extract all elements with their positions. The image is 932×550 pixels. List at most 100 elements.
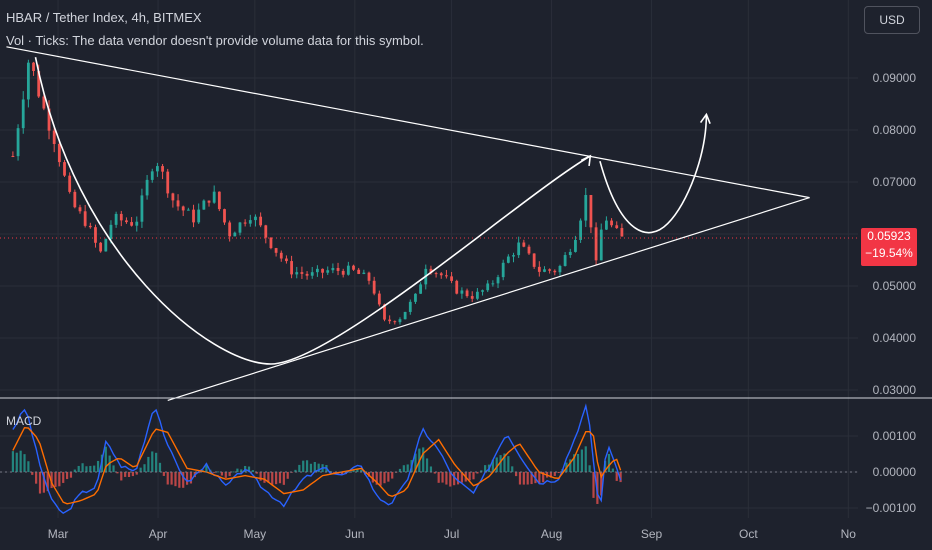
macd-histogram-bar: [224, 472, 227, 478]
macd-histogram-bar: [476, 472, 479, 474]
candle-body: [383, 304, 386, 320]
macd-histogram-bar: [425, 458, 429, 472]
candle-body: [73, 191, 77, 208]
macd-histogram-bar: [42, 472, 45, 493]
macd-histogram-bar: [507, 456, 510, 472]
candle-body: [475, 291, 479, 299]
macd-histogram-bar: [27, 461, 30, 472]
macd-histogram-bar: [185, 472, 189, 485]
macd-histogram-bar: [96, 460, 100, 472]
macd-histogram-bar: [298, 464, 301, 472]
candle-body: [491, 283, 495, 285]
candle-body: [568, 251, 572, 256]
candle-body: [269, 237, 273, 249]
candle-body: [192, 209, 195, 223]
last-price-value: 0.05923: [867, 229, 911, 243]
macd-histogram-bar: [371, 472, 374, 483]
macd-histogram-bar: [569, 459, 572, 472]
candle-body: [599, 229, 603, 261]
price-tick-label: 0.09000: [873, 71, 917, 85]
macd-histogram-bar: [472, 472, 475, 480]
macd-histogram-bar: [383, 472, 386, 484]
candle-body: [109, 224, 113, 239]
candle-body: [594, 227, 598, 261]
macd-histogram-bar: [58, 472, 61, 487]
candle-body: [243, 222, 247, 224]
candle-body: [506, 256, 510, 263]
macd-histogram-bar: [538, 472, 541, 484]
candle-body: [527, 246, 531, 254]
macd-histogram-bar: [286, 472, 289, 479]
macd-histogram-bar: [232, 471, 235, 473]
macd-histogram-bar: [580, 449, 583, 472]
candle-body: [233, 232, 237, 237]
macd-tick-label: 0.00000: [873, 465, 917, 479]
macd-histogram-bar: [588, 465, 591, 472]
macd-histogram-bar: [73, 469, 76, 472]
candle-body: [310, 272, 314, 276]
macd-histogram-bar: [220, 472, 224, 476]
macd-histogram-bar: [414, 453, 417, 472]
macd-histogram-bar: [11, 451, 15, 472]
candle-body: [496, 277, 500, 284]
candle-body: [512, 255, 515, 257]
macd-histogram-bar: [104, 446, 107, 472]
macd-histogram-bar: [402, 465, 405, 472]
price-tick-label: 0.04000: [873, 331, 917, 345]
macd-histogram-bar: [592, 472, 595, 498]
candle-body: [130, 222, 134, 226]
candle-body: [589, 194, 593, 228]
price-tick-label: 0.05000: [873, 279, 917, 293]
candle-body: [563, 255, 567, 266]
candle-body: [181, 206, 185, 211]
candle-body: [145, 179, 149, 196]
candle-body: [212, 191, 216, 203]
x-tick-label: May: [243, 527, 266, 541]
macd-histogram-bar: [278, 472, 282, 484]
x-tick-label: Apr: [149, 527, 168, 541]
macd-histogram-bar: [77, 465, 80, 472]
candle-body: [259, 216, 263, 226]
candle-body: [238, 222, 242, 233]
candle-body: [450, 276, 453, 281]
candle-body: [465, 290, 469, 297]
candle-body: [579, 220, 583, 240]
candle-body: [57, 143, 61, 163]
x-tick-label: Aug: [541, 527, 562, 541]
macd-histogram-bar: [429, 466, 433, 472]
candle-body: [63, 162, 66, 176]
macd-histogram-bar: [124, 472, 127, 477]
macd-histogram-bar: [147, 456, 150, 472]
candle-body: [161, 166, 164, 172]
x-tick-label: Oct: [739, 527, 758, 541]
macd-histogram-bar: [557, 472, 560, 474]
macd-histogram-bar: [236, 468, 239, 472]
arrowhead: [699, 112, 711, 124]
currency-button[interactable]: USD: [864, 6, 920, 34]
signal-line: [12, 426, 622, 505]
candle-body: [94, 227, 97, 243]
macd-histogram-bar: [228, 472, 231, 476]
macd-histogram-bar: [89, 465, 92, 472]
macd-histogram-bar: [38, 472, 42, 494]
macd-histogram-bar: [333, 472, 336, 473]
candle-body: [114, 213, 118, 225]
candle-body: [331, 267, 335, 271]
candle-body: [264, 225, 268, 238]
candle-body: [336, 267, 340, 271]
projection-curve: [599, 114, 708, 234]
macd-histogram-bar: [282, 472, 285, 485]
macd-histogram-bar: [143, 464, 146, 472]
candle-body: [16, 128, 20, 157]
candle-body: [548, 269, 552, 271]
macd-indicator-label: MACD: [6, 414, 42, 428]
macd-histogram-bar: [542, 472, 545, 483]
macd-histogram-bar: [81, 463, 84, 472]
macd-histogram-bar: [46, 472, 49, 492]
candle-body: [445, 275, 448, 277]
macd-histogram-bar: [379, 472, 382, 486]
macd-histogram-bar: [406, 464, 409, 472]
macd-histogram-bar: [205, 463, 208, 472]
